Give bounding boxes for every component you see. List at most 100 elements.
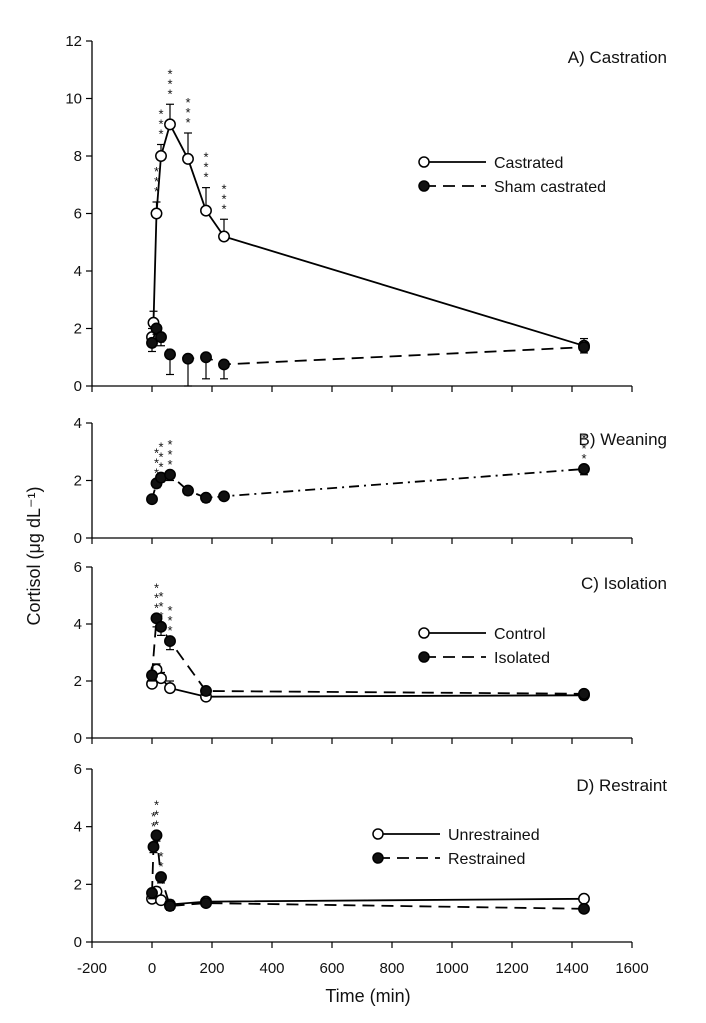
panel-a-legend-marker [418,156,430,168]
panel-d-legend-label: Restrained [448,851,525,868]
panel-a-series-castrated-significance-star: * [185,105,190,120]
panel-a-series-castrated-significance-star: * [154,184,159,199]
panel-b-series-0-significance-star: * [167,437,172,452]
panel-a-series-sham-castrated-point [164,348,176,361]
panel-b-series-0-significance-star: * [167,457,172,472]
x-tick-label: 200 [199,960,224,977]
panel-d-series-restrained-significance-star: * [158,849,163,864]
panel-a-y-tick-label: 0 [74,378,82,395]
panel-a-y-tick-label: 10 [65,91,82,108]
panel-d-legend-marker [372,828,384,840]
panel-b-series-0-significance-star: * [154,445,159,460]
panel-a-series-castrated-significance-star: * [167,86,172,101]
y-axis-title: Cortisol (μg dL⁻¹) [24,487,44,626]
panel-b-title: B) Weaning [578,430,667,449]
panel-a-series-castrated-significance-star: * [158,107,163,122]
panel-a-series-sham-castrated-line [151,326,585,366]
panel-a-series-castrated-significance-star: * [154,164,159,179]
panel-d-y-tick-label: 6 [74,761,82,778]
panel-d-series-unrestrained-point [578,892,590,905]
panel-b-series-0-significance-star: * [581,431,586,446]
panel-b-y-tick-label: 0 [74,530,82,547]
panel-a-y-tick-label: 12 [65,33,82,50]
panel-b-series-0-significance-star: * [581,451,586,466]
panel-b-series-0-point [218,490,230,503]
x-axis-title: Time (min) [325,986,410,1006]
panel-a-legend-marker [418,180,430,192]
panel-c-series-isolated-point [578,687,590,700]
panel-a-series-castrated-significance-star: * [167,66,172,81]
panel-c-series-isolated-significance-star: * [158,609,163,624]
panel-a-series-castrated-significance-star: * [203,170,208,185]
panel-d-series-restrained-significance-star: * [151,829,156,844]
panel-d-series-restrained-point [164,900,176,912]
panel-c-series-isolated-significance-star: * [158,599,163,614]
panel-a-series-sham-castrated-point [578,341,590,354]
panel-c-series-isolated-point [200,685,212,697]
panel-a-series-castrated-point [200,204,212,217]
panel-a-series-sham-castrated-point [146,336,158,349]
panel-a-series-sham-castrated-point [155,331,167,344]
x-tick-label: -200 [77,960,107,977]
panel-a-series-castrated-significance-star: * [203,160,208,175]
panel-a-series-castrated-significance-star: * [185,115,190,130]
panel-d-legend-marker [372,852,384,864]
panel-d-legend-label: Unrestrained [448,827,540,844]
panel-b-series-0-significance-star: * [158,440,163,455]
panel-c-legend-marker [418,651,430,663]
panel-c-series-isolated-significance-star: * [167,613,172,628]
x-tick-label: 800 [379,960,404,977]
x-tick-label: 1400 [555,960,588,977]
panel-d-series-restrained-point [200,897,212,910]
panel-d-series-restrained-point [155,871,167,884]
panel-a-title: A) Castration [568,48,667,67]
panel-b-series-0-point [578,463,590,475]
x-tick-label: 0 [148,960,156,977]
panel-c-series-isolated-point [146,669,158,682]
panel-a-series-sham-castrated-point [182,352,194,365]
panel-d-series-restrained-significance-star: * [151,819,156,834]
panel-a-series-sham-castrated-point [200,351,212,364]
panel-c-series-isolated-significance-star: * [154,590,159,605]
panel-d-y-tick-label: 4 [74,819,82,836]
panel-c-y-tick-label: 2 [74,673,82,690]
panel-c-series-control-point [164,682,176,695]
panel-b-series-0-line [151,468,585,500]
x-tick-label: 1000 [435,960,468,977]
panel-a-legend-label: Sham castrated [494,179,606,196]
panel-c-series-isolated-significance-star: * [154,600,159,615]
panel-a-y-tick-label: 4 [74,263,82,280]
panel-a-series-castrated-point [155,150,167,162]
panel-a-series-sham-castrated-point [218,358,230,371]
x-tick-label: 600 [319,960,344,977]
panel-d-series-restrained-significance-star: * [154,817,159,832]
panel-d-y-tick-label: 0 [74,934,82,951]
panel-c-series-isolated-significance-star: * [154,580,159,595]
panel-b-series-0-point [146,493,158,506]
panel-d-y-tick-label: 2 [74,876,82,893]
panel-d-series-restrained-point [578,902,590,915]
panel-d-series-restrained-significance-star: * [151,809,156,824]
panel-d-series-restrained-significance-star: * [154,797,159,812]
panel-d-series-restrained-significance-star: * [154,807,159,822]
panel-a-series-castrated-significance-star: * [221,191,226,206]
panel-c-title: C) Isolation [581,574,667,593]
panel-c-series-isolated-point [164,635,176,648]
panel-c-y-tick-label: 6 [74,559,82,576]
panel-d-series-restrained-line [151,835,585,910]
panel-c-series-isolated-significance-star: * [167,623,172,638]
panel-c-series-isolated-significance-star: * [167,603,172,618]
x-tick-label: 1600 [615,960,648,977]
panel-a-y-tick-label: 2 [74,321,82,338]
x-tick-label: 400 [259,960,284,977]
panel-b-series-0-significance-star: * [167,447,172,462]
panel-a-y-tick-label: 6 [74,206,82,223]
panel-a-series-castrated-point [150,207,163,220]
x-tick-label: 1200 [495,960,528,977]
panel-b-y-tick-label: 4 [74,415,82,432]
panel-d-series-restrained-significance-star: * [158,859,163,874]
panel-a-y-tick-label: 8 [74,148,82,165]
panel-b-series-0-point [182,484,194,497]
panel-c-legend-label: Isolated [494,650,550,667]
panel-c-legend-label: Control [494,626,546,643]
